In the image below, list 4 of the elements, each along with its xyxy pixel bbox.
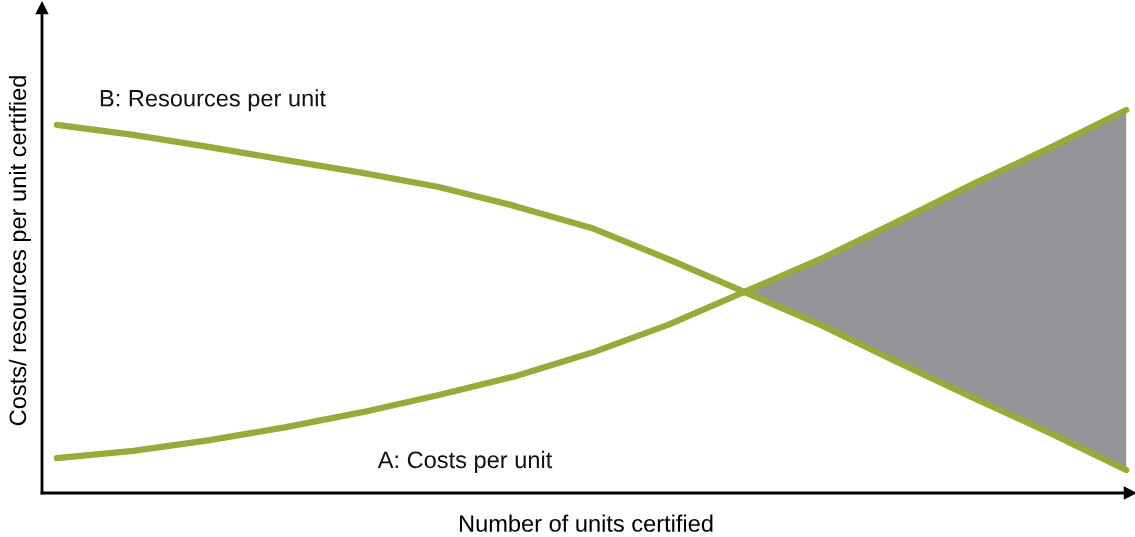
series-label: A: Costs per unit <box>377 450 553 473</box>
x-axis-title: Number of units certified <box>460 514 713 532</box>
y-axis-title: Costs/ resources per unit certified <box>8 76 31 426</box>
series-label: B: Resources per unit <box>100 89 326 112</box>
